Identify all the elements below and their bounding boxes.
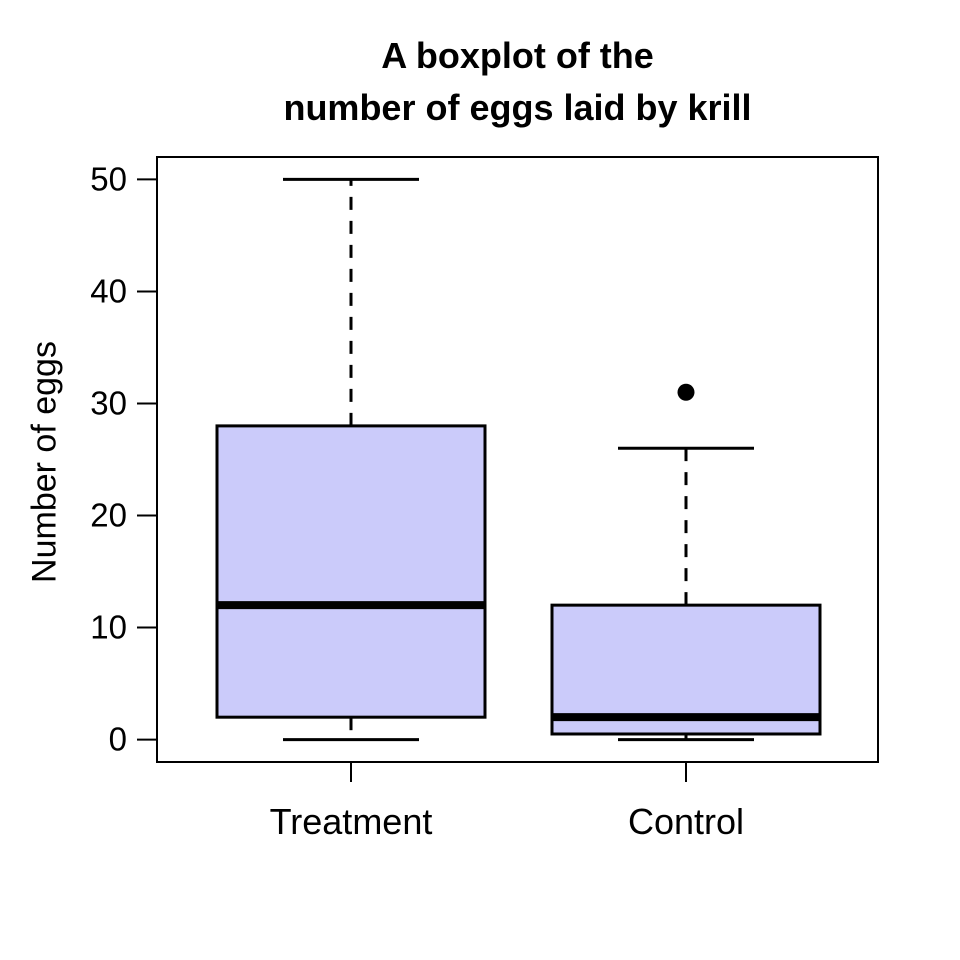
y-tick-label: 0: [109, 721, 127, 758]
y-tick-label: 10: [90, 609, 127, 646]
plot-border: [156, 156, 879, 763]
y-tick-label: 40: [90, 272, 127, 309]
chart-title-line1: A boxplot of the: [381, 35, 654, 76]
x-category-label: Treatment: [270, 801, 433, 842]
y-tick-label: 20: [90, 497, 127, 534]
y-tick-label: 50: [90, 160, 127, 197]
iqr-box: [215, 424, 487, 719]
outlier-point: [677, 383, 695, 401]
chart-title: A boxplot of the number of eggs laid by …: [157, 30, 878, 134]
y-tick-label: 30: [90, 384, 127, 421]
boxplot-treatment: [215, 177, 487, 742]
boxplot-control: [550, 383, 822, 742]
iqr-box: [550, 603, 822, 736]
x-category-label: Control: [628, 801, 744, 842]
chart-title-line2: number of eggs laid by krill: [283, 87, 752, 128]
